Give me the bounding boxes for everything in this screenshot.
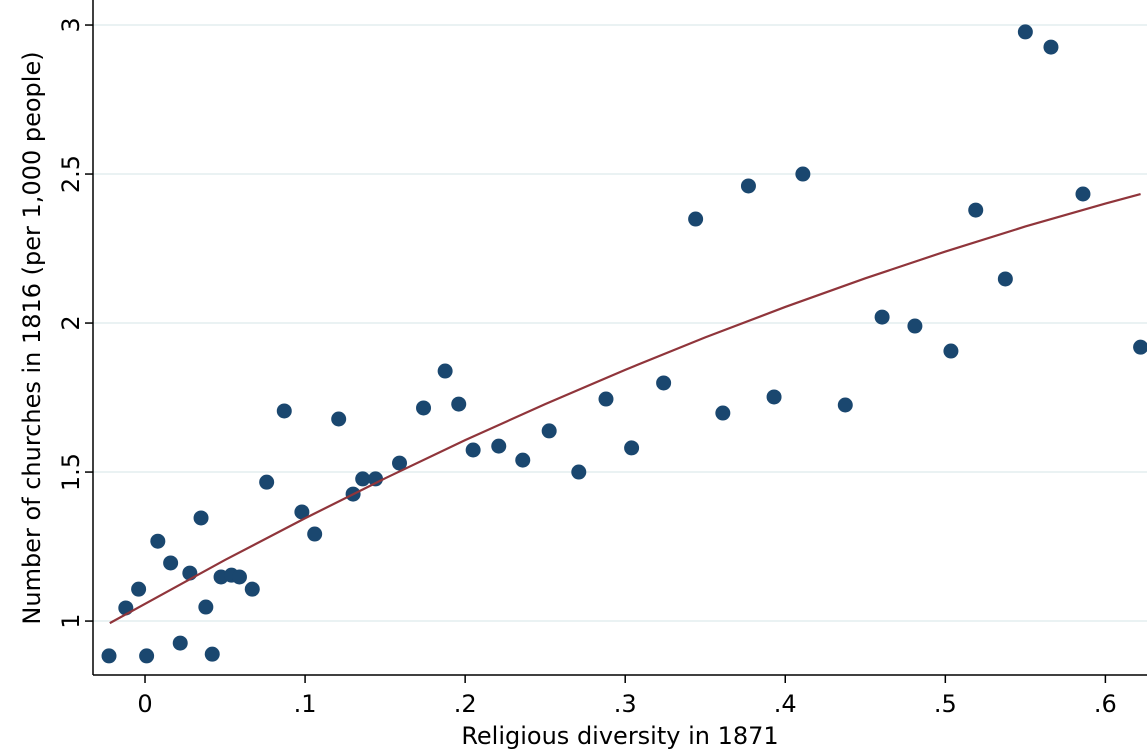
point [1043, 39, 1059, 55]
point [515, 452, 531, 468]
point [837, 397, 853, 413]
point [715, 405, 731, 421]
point [465, 442, 481, 458]
point [416, 400, 432, 416]
point [541, 423, 557, 439]
x-tick-label: .6 [1094, 690, 1117, 718]
point [624, 440, 640, 456]
x-tick-label: .5 [934, 690, 957, 718]
point [163, 555, 179, 571]
point [740, 178, 756, 194]
point [331, 411, 347, 427]
x-tick-label: 0 [137, 690, 152, 718]
x-axis-title: Religious diversity in 1871 [461, 722, 778, 750]
point [598, 391, 614, 407]
point [571, 464, 587, 480]
x-tick-label: .1 [294, 690, 317, 718]
point [795, 166, 811, 182]
point [172, 635, 188, 651]
point [150, 533, 166, 549]
point [907, 318, 923, 334]
point [101, 648, 117, 664]
point [437, 363, 453, 379]
y-tick-label: 2.5 [57, 155, 85, 193]
point [231, 569, 247, 585]
point [1075, 186, 1091, 202]
point [997, 271, 1013, 287]
point [193, 510, 209, 526]
point [368, 471, 384, 487]
point [276, 403, 292, 419]
point [307, 526, 323, 542]
x-tick-label: .4 [774, 690, 797, 718]
y-tick-label: 1 [57, 613, 85, 628]
point [1133, 339, 1147, 355]
point [656, 375, 672, 391]
point [766, 389, 782, 405]
point [451, 396, 467, 412]
point [1017, 24, 1033, 40]
y-tick-label: 1.5 [57, 453, 85, 491]
fit-line [109, 192, 1141, 625]
point [294, 504, 310, 520]
point [968, 202, 984, 218]
point [204, 646, 220, 662]
point [131, 581, 147, 597]
x-tick-label: .2 [454, 690, 477, 718]
point [688, 211, 704, 227]
x-tick-label: .3 [614, 690, 637, 718]
point [139, 648, 155, 664]
point [259, 474, 275, 490]
point [355, 471, 371, 487]
point [491, 438, 507, 454]
point [943, 343, 959, 359]
point [198, 599, 214, 615]
point [392, 455, 408, 471]
y-tick-label: 2 [57, 315, 85, 330]
y-axis-title: Number of churches in 1816 (per 1,000 pe… [18, 51, 46, 624]
point [244, 581, 260, 597]
point [874, 309, 890, 325]
y-tick-label: 3 [57, 17, 85, 32]
